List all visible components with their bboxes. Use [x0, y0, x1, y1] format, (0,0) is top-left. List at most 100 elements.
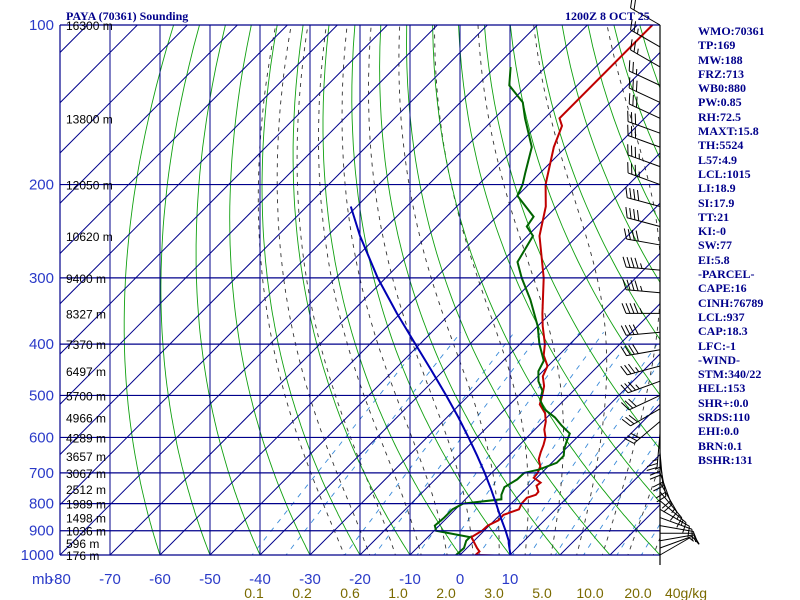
barb-flag [624, 345, 631, 356]
pressure-label: 800 [29, 496, 54, 513]
pressure-label: 700 [29, 465, 54, 482]
barb-flag [656, 495, 667, 503]
temperature-tick-label: 0 [456, 571, 464, 588]
temperature-tick-label: -70 [99, 571, 121, 588]
mixing-ratio-line [528, 360, 660, 555]
parcel-profile [349, 206, 512, 555]
temperature-tick-label: -30 [299, 571, 321, 588]
wind-barb [630, 0, 661, 26]
barb-flag [628, 398, 637, 407]
moist-adiabat [627, 463, 660, 555]
barb-flag [633, 303, 639, 314]
index-item: TH:5524 [698, 138, 744, 153]
sounding-title: PAYA (70361) Sounding [66, 9, 189, 23]
barb-flag [630, 432, 641, 439]
sounding-indices: WMO:70361 TP:169 MW:188 FRZ:713 WB0:880 PW:0.… [698, 24, 765, 467]
index-item: EHI:0.0 [698, 424, 740, 439]
index-item: SRDS:110 [698, 410, 751, 425]
barb-shaft [627, 365, 661, 376]
barb-flag [620, 365, 628, 376]
mixing-ratio-line [373, 332, 542, 555]
isotherm [60, 25, 488, 456]
index-item: BSHR:131 [698, 452, 753, 467]
barb-flag [627, 229, 631, 240]
mixing-ratio-label: 0.6 [340, 585, 360, 600]
height-label: 1498 m [66, 512, 106, 526]
isotherm [159, 51, 660, 555]
barb-shaft [626, 289, 661, 294]
wind-barb [625, 206, 661, 227]
barb-shaft [659, 525, 694, 532]
pressure-label: 400 [29, 336, 54, 353]
height-label: 9400 m [66, 272, 106, 286]
barb-flag [620, 384, 629, 394]
isotherm [60, 25, 588, 555]
height-label: 4289 m [66, 431, 106, 445]
barb-flag [663, 504, 672, 513]
barb-shaft [659, 517, 693, 530]
isotherm [409, 303, 660, 555]
barb-flag [630, 19, 633, 31]
height-label: 2512 m [66, 483, 106, 497]
barb-half-flag [636, 48, 639, 55]
height-label: 12050 m [66, 179, 113, 193]
moist-adiabat [296, 25, 396, 555]
barb-flag [632, 344, 639, 354]
index-item: RH:72.5 [698, 109, 741, 124]
barb-half-flag [639, 308, 643, 314]
barb-flag [634, 257, 639, 269]
barb-flag [620, 346, 627, 356]
barb-shaft [628, 87, 661, 103]
barb-flag [661, 500, 671, 509]
dry-adiabat [322, 25, 461, 555]
pressure-label: 300 [29, 270, 54, 287]
index-item: HEL:153 [698, 381, 746, 396]
barb-flag [655, 491, 666, 499]
barb-flag [628, 77, 631, 89]
dry-adiabat [160, 25, 211, 555]
dry-adiabat [261, 25, 361, 555]
temperature-tick-label: 10 [502, 571, 519, 588]
barb-shaft [628, 103, 661, 119]
barb-shaft [630, 408, 661, 427]
mixing-ratio-label: 20.0 [624, 585, 651, 600]
barb-shaft [630, 7, 661, 26]
wind-barb [659, 508, 690, 538]
barb-flag [646, 466, 658, 472]
height-label: 4966 m [66, 411, 106, 425]
barb-flag [636, 190, 640, 201]
index-item: MW:188 [698, 52, 743, 67]
pressure-label: 500 [29, 387, 54, 404]
barb-flag [628, 381, 636, 391]
dry-adiabat [535, 25, 660, 341]
barb-shaft [627, 121, 661, 134]
wind-barb [628, 93, 661, 119]
moist-adiabat [257, 25, 345, 555]
wind-barb [659, 537, 694, 556]
barb-flag [625, 186, 628, 198]
barb-shaft [656, 433, 661, 468]
dewpoint-profile [433, 66, 571, 555]
mixing-ratio-line [512, 339, 660, 555]
barb-flag [632, 78, 634, 90]
pressure-label: 900 [29, 523, 54, 540]
barb-flag [624, 383, 633, 392]
dry-adiabat [379, 25, 561, 555]
barb-flag [625, 303, 631, 314]
barb-half-flag [640, 285, 643, 292]
barb-flag [625, 206, 628, 218]
pressure-label: 1000 [21, 547, 54, 564]
barb-shaft [627, 217, 661, 227]
barb-half-flag [671, 508, 676, 514]
moist-adiabat [368, 25, 474, 555]
wind-barb [621, 408, 661, 427]
isotherm [509, 403, 660, 555]
barb-flag [628, 93, 631, 104]
barb-shaft [627, 197, 661, 207]
height-label: 8327 m [66, 307, 106, 321]
moist-adiabat [276, 25, 371, 555]
isotherm [60, 25, 238, 204]
height-label: 6497 m [66, 365, 106, 379]
dry-adiabat [769, 25, 800, 566]
index-item: SHR+:0.0 [698, 395, 749, 410]
